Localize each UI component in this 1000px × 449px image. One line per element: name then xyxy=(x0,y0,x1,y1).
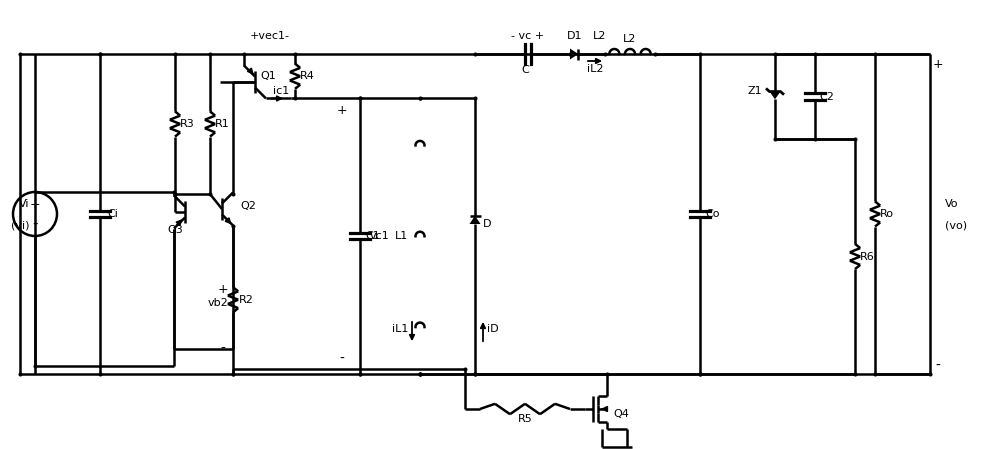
Text: (vi): (vi) xyxy=(10,221,29,231)
Text: Vi: Vi xyxy=(18,199,29,209)
Text: Q2: Q2 xyxy=(240,201,256,211)
Text: Ci: Ci xyxy=(108,209,118,219)
Text: Vo: Vo xyxy=(945,199,958,209)
Text: +: + xyxy=(218,283,228,296)
Polygon shape xyxy=(470,216,480,224)
Text: -: - xyxy=(32,216,38,230)
Text: -: - xyxy=(936,359,940,373)
Text: D: D xyxy=(483,219,491,229)
Text: vb2: vb2 xyxy=(208,298,228,308)
Text: R1: R1 xyxy=(215,119,229,129)
Text: D1: D1 xyxy=(567,31,583,41)
Text: Q1: Q1 xyxy=(260,71,276,81)
Text: Q4: Q4 xyxy=(613,409,629,419)
Text: +: + xyxy=(933,57,943,70)
Text: Ro: Ro xyxy=(880,209,894,219)
Text: R6: R6 xyxy=(860,251,874,261)
Text: C1: C1 xyxy=(366,231,380,241)
Text: -: - xyxy=(340,352,344,366)
Text: - vc +: - vc + xyxy=(511,31,545,41)
Text: R4: R4 xyxy=(300,71,314,81)
Text: Q3: Q3 xyxy=(167,225,183,235)
Polygon shape xyxy=(770,92,780,99)
Text: -: - xyxy=(221,342,225,356)
Text: C2: C2 xyxy=(820,92,834,101)
Text: R5: R5 xyxy=(518,414,532,424)
Text: Co: Co xyxy=(706,209,720,219)
Text: ic1: ic1 xyxy=(273,85,289,96)
Text: Z1: Z1 xyxy=(747,87,762,97)
Text: (vo): (vo) xyxy=(945,221,967,231)
Text: L1: L1 xyxy=(395,231,409,241)
Text: iD: iD xyxy=(487,324,499,334)
Text: R2: R2 xyxy=(239,295,253,305)
Text: +: + xyxy=(30,198,40,211)
Text: L2: L2 xyxy=(623,34,637,44)
Text: R3: R3 xyxy=(180,119,194,129)
Text: vc1: vc1 xyxy=(370,231,390,241)
Text: iL1: iL1 xyxy=(392,324,408,334)
Text: +: + xyxy=(337,104,347,117)
Text: C: C xyxy=(521,65,529,75)
Text: +vec1-: +vec1- xyxy=(250,31,290,41)
Text: iL2: iL2 xyxy=(587,64,603,74)
Polygon shape xyxy=(570,48,578,60)
Text: L2: L2 xyxy=(593,31,607,41)
